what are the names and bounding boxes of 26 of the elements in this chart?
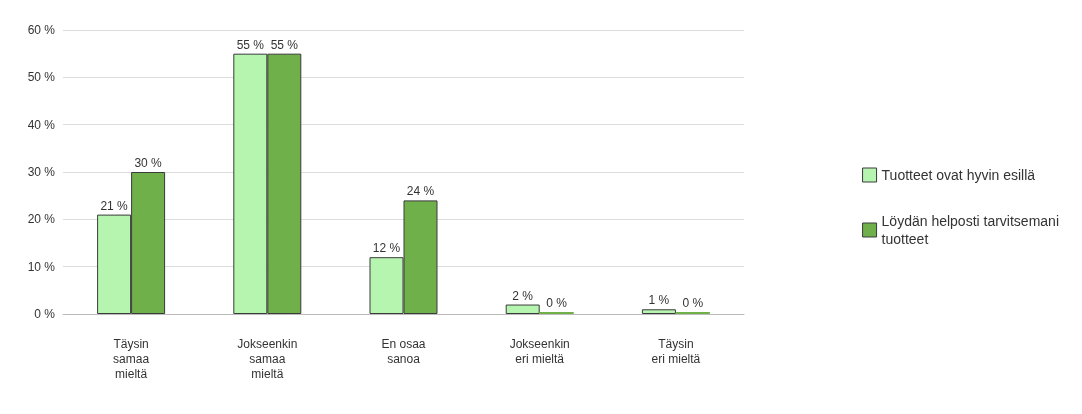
data-label: 24 % [406,184,435,199]
y-tick-label: 50 % [27,70,56,85]
data-label: 21 % [100,198,129,213]
data-label: 0 % [682,296,704,310]
bar [505,304,540,314]
x-tick-label: Täysin eri mieltä [651,336,701,366]
legend-label: Tuotteet ovat hyvin esillä [881,167,1036,183]
data-label: 1 % [648,293,670,308]
legend-label: Löydän helposti tarvitsemani tuotteet [881,213,1059,247]
y-tick-label: 20 % [27,212,56,227]
data-label: 12 % [372,241,401,256]
y-tick-label: 60 % [27,23,56,37]
data-label: 55 % [236,37,265,52]
y-tick-label: 40 % [27,117,56,132]
data-label: 0 % [546,296,568,310]
x-tick-label: Jokseenkin samaa mieltä [237,336,298,381]
data-label: 30 % [134,156,163,170]
x-tick-label: En osaa sanoa [381,336,426,366]
bar [641,309,676,314]
data-label: 55 % [270,37,299,52]
y-tick-label: 0 % [34,307,56,321]
data-label: 2 % [512,288,534,303]
x-tick-label: Täysin samaa mieltä [113,336,150,381]
x-tick-label: Jokseenkin eri mieltä [509,336,570,366]
y-tick-label: 10 % [27,259,56,274]
y-tick-label: 30 % [27,165,56,179]
